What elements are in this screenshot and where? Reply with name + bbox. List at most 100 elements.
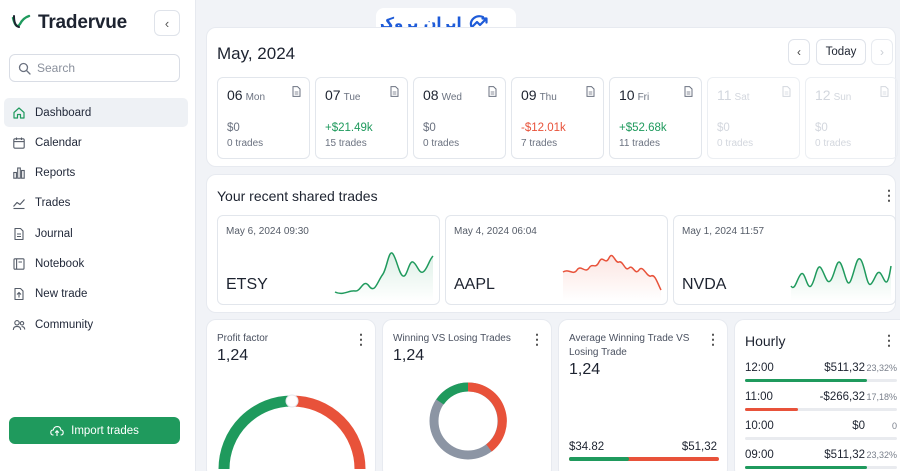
day-trade-count: 11 trades [619, 138, 660, 149]
avg-loss-amount: $51,32 [681, 441, 717, 453]
profit-factor-value: 1,24 [217, 347, 249, 364]
sidebar-item-reports[interactable]: Reports [4, 159, 188, 188]
sidebar-item-label: New trade [35, 288, 88, 301]
note-icon[interactable] [880, 86, 889, 97]
day-cell-mon[interactable]: 06 Mon $0 0 trades [217, 77, 310, 159]
hour-time: 10:00 [745, 420, 774, 432]
day-trade-count: 0 trades [423, 138, 460, 149]
day-pnl: $0 [815, 122, 828, 134]
hour-percent: 0 [891, 421, 897, 431]
note-icon[interactable] [488, 86, 497, 97]
sidebar-item-journal[interactable]: Journal [4, 219, 188, 248]
note-icon[interactable] [586, 86, 595, 97]
day-number: 08 [423, 87, 439, 103]
hour-bar-fill [745, 379, 867, 382]
sidebar-item-new-trade[interactable]: New trade [4, 280, 188, 309]
sidebar-item-label: Trades [35, 197, 71, 210]
note-icon[interactable] [782, 86, 791, 97]
hour-bar-fill [745, 408, 799, 411]
win-loss-value: 1,24 [393, 347, 425, 364]
profit-factor-gauge [218, 394, 366, 470]
hour-time: 11:00 [745, 391, 773, 403]
more-options-icon[interactable]: ⋮ [882, 187, 896, 203]
app-logo[interactable]: Tradervue [10, 12, 127, 34]
more-options-icon[interactable]: ⋮ [354, 331, 368, 347]
notebook-icon [13, 258, 25, 270]
sidebar-item-notebook[interactable]: Notebook [4, 249, 188, 278]
day-number: 07 [325, 87, 341, 103]
prev-week-button[interactable]: ‹ [788, 39, 810, 65]
day-cell-tue[interactable]: 07 Tue +$21.49k 15 trades [315, 77, 408, 159]
day-pnl: $0 [717, 122, 730, 134]
chevron-right-icon: › [880, 45, 884, 59]
hour-time: 12:00 [745, 362, 774, 374]
trade-date: May 4, 2024 06:04 [454, 226, 537, 237]
day-number: 09 [521, 87, 537, 103]
day-trade-count: 15 trades [325, 138, 367, 149]
shared-trade-nvda[interactable]: May 1, 2024 11:57 NVDA [673, 215, 896, 305]
hour-value: $511,32 [824, 362, 865, 374]
sidebar-item-dashboard[interactable]: Dashboard [4, 98, 188, 127]
search-input[interactable] [37, 61, 167, 75]
day-trade-count: 7 trades [521, 138, 558, 149]
hourly-title: Hourly [745, 333, 786, 349]
import-trades-button[interactable]: Import trades [9, 417, 180, 444]
sidebar-item-label: Journal [35, 227, 73, 240]
day-cell-sun[interactable]: 12 Sun $0 0 trades [805, 77, 898, 159]
day-trade-count: 0 trades [717, 138, 754, 149]
trade-date: May 6, 2024 09:30 [226, 226, 309, 237]
collapse-sidebar-button[interactable]: ‹ [154, 10, 180, 36]
win-loss-card: Winning VS Losing Trades 1,24 ⋮ [382, 319, 552, 471]
avg-win-loss-value: 1,24 [569, 361, 601, 378]
day-cell-sat[interactable]: 11 Sat $0 0 trades [707, 77, 800, 159]
hour-bar [745, 379, 897, 382]
sparkline-chart [790, 257, 892, 301]
day-name: Wed [441, 92, 462, 103]
sparkline-chart [562, 254, 662, 301]
more-options-icon[interactable]: ⋮ [882, 332, 896, 348]
day-number: 06 [227, 87, 243, 103]
trade-symbol: ETSY [226, 276, 268, 293]
tradervue-logo-icon [11, 14, 31, 28]
trade-date: May 1, 2024 11:57 [682, 226, 765, 237]
sidebar-item-calendar[interactable]: Calendar [4, 128, 188, 157]
avg-win-loss-bar [569, 457, 719, 461]
avg-win-loss-label-line1: Average Winning Trade VS [569, 333, 690, 344]
sidebar-item-trades[interactable]: Trades [4, 189, 188, 218]
chevron-left-icon: ‹ [164, 15, 170, 31]
more-options-icon[interactable]: ⋮ [706, 331, 720, 347]
calendar-icon [13, 137, 25, 149]
note-icon[interactable] [390, 86, 399, 97]
sidebar-item-community[interactable]: Community [4, 310, 188, 339]
day-cell-thu[interactable]: 09 Thu -$12.01k 7 trades [511, 77, 604, 159]
shared-trade-aapl[interactable]: May 4, 2024 06:04 AAPL [445, 215, 668, 305]
hour-bar [745, 466, 897, 469]
sidebar-item-label: Reports [35, 167, 76, 180]
day-cell-wed[interactable]: 08 Wed $0 0 trades [413, 77, 506, 159]
sidebar-nav: Dashboard Calendar Reports Trades Journa… [4, 98, 188, 340]
sidebar-item-label: Calendar [35, 136, 82, 149]
hour-bar [745, 437, 897, 440]
next-week-button[interactable]: › [871, 39, 893, 65]
today-button[interactable]: Today [816, 39, 866, 65]
note-icon[interactable] [292, 86, 301, 97]
shared-trades-title: Your recent shared trades [217, 188, 378, 204]
users-icon [12, 319, 26, 330]
search-icon [18, 62, 31, 75]
bar-chart-icon [13, 167, 25, 179]
more-options-icon[interactable]: ⋮ [530, 331, 544, 347]
search-box[interactable] [9, 54, 180, 82]
day-name: Tue [343, 92, 361, 103]
hour-value: $0 [852, 420, 865, 432]
shared-trade-etsy[interactable]: May 6, 2024 09:30 ETSY [217, 215, 440, 305]
note-icon[interactable] [684, 86, 693, 97]
hourly-card: Hourly ⋮ 12:00 $511,32 23,32% 11:00 -$26… [734, 319, 900, 471]
trend-up-logo-icon [469, 15, 488, 30]
calendar-week-card: May, 2024 ‹ Today › 06 Mon $0 0 trades 07… [206, 27, 898, 167]
cloud-upload-icon [50, 425, 64, 436]
day-cell-fri[interactable]: 10 Fri +$52.68k 11 trades [609, 77, 702, 159]
file-upload-icon [14, 288, 24, 301]
day-trade-count: 0 trades [815, 138, 852, 149]
day-pnl: -$12.01k [521, 122, 566, 134]
shared-trades-card: Your recent shared trades ⋮ May 6, 2024 … [206, 174, 896, 313]
